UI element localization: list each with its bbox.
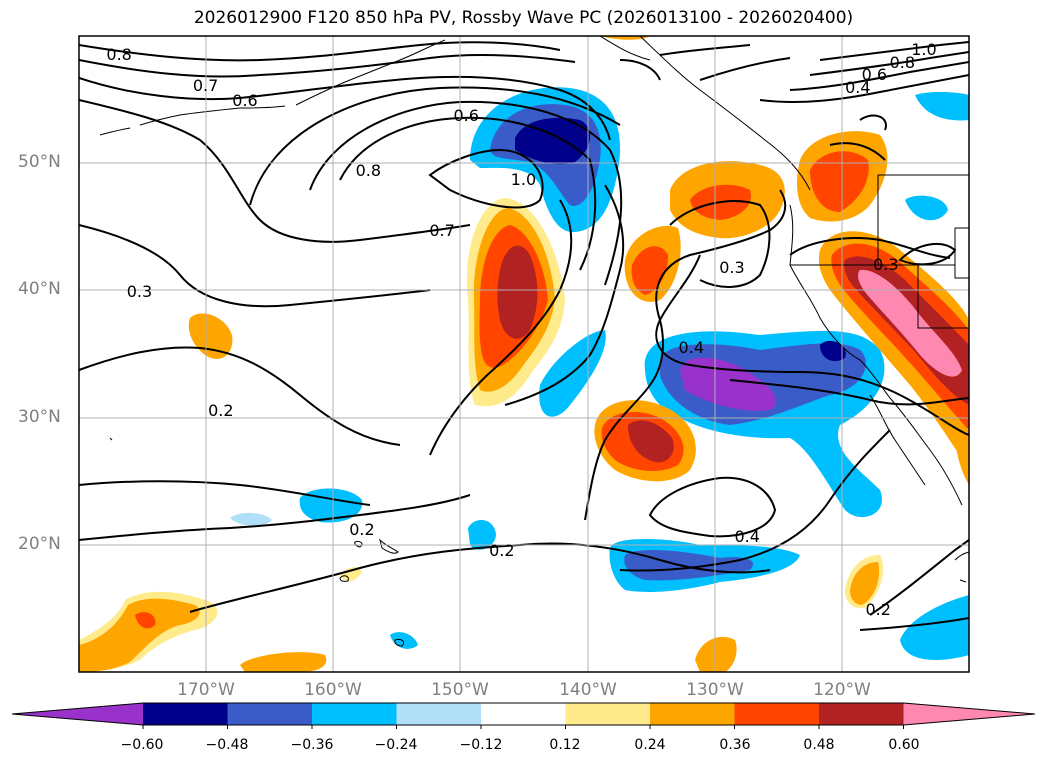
contour-label: 0.3 bbox=[719, 257, 745, 277]
contour-label: 0.7 bbox=[192, 75, 219, 95]
colorbar-tick-label: −0.60 bbox=[120, 737, 164, 753]
colorbar-tick-label: −0.36 bbox=[290, 737, 334, 753]
contour-label: 0.2 bbox=[208, 401, 234, 421]
colorbar-tick-label: 0.12 bbox=[549, 737, 581, 753]
colorbar-segment bbox=[143, 703, 228, 725]
lon-label-160w: 160°W bbox=[304, 680, 362, 700]
contour-label: 1.0 bbox=[510, 169, 537, 189]
contour-label: 0.6 bbox=[232, 90, 258, 110]
contour-label: 0.8 bbox=[889, 52, 916, 72]
contour-label: 0.4 bbox=[734, 527, 760, 547]
lon-label-170w: 170°W bbox=[177, 680, 235, 700]
lon-label-150w: 150°W bbox=[431, 680, 489, 700]
contour-label: 0.8 bbox=[106, 45, 132, 65]
colorbar-extend-max bbox=[903, 703, 1035, 725]
colorbar-tick-label: −0.48 bbox=[205, 737, 249, 753]
colorbar-segment bbox=[819, 703, 904, 725]
colorbar-tick-label: 0.48 bbox=[803, 737, 835, 753]
contour-label: 0.7 bbox=[429, 220, 455, 240]
colorbar-tick-label: 0.24 bbox=[634, 737, 666, 753]
colorbar-segment bbox=[396, 703, 482, 725]
contour-label: 0.2 bbox=[349, 519, 375, 539]
lon-label-140w: 140°W bbox=[559, 680, 617, 700]
lon-label-130w: 130°W bbox=[686, 680, 744, 700]
colorbar-tick-label: 0.36 bbox=[719, 737, 751, 753]
contour-label: 1.0 bbox=[911, 39, 937, 59]
map-frame bbox=[78, 35, 970, 673]
lat-label-30n: 30°N bbox=[18, 407, 61, 427]
gridlines bbox=[79, 36, 969, 672]
coastline-layer bbox=[99, 36, 969, 647]
map-title: 2026012900 F120 850 hPa PV, Rossby Wave … bbox=[193, 8, 854, 28]
contour-label: 0.6 bbox=[861, 65, 888, 85]
colorbar-segment bbox=[734, 703, 820, 725]
contour-label: 0.4 bbox=[845, 78, 871, 98]
contour-label: 0.3 bbox=[873, 254, 899, 274]
colorbar-segment bbox=[650, 703, 735, 725]
contour-label: 0.8 bbox=[355, 160, 382, 180]
pv-shading-layer bbox=[79, 36, 969, 672]
lon-label-120w: 120°W bbox=[813, 680, 871, 700]
colorbar-segment bbox=[312, 703, 397, 725]
colorbar-extend-min bbox=[12, 703, 143, 725]
lat-label-20n: 20°N bbox=[18, 534, 61, 554]
colorbar-tick-label: −0.12 bbox=[459, 737, 503, 753]
colorbar-tick-label: 0.60 bbox=[888, 737, 920, 753]
contour-label: 0.4 bbox=[678, 337, 704, 357]
contour-label: 0.6 bbox=[453, 106, 479, 126]
colorbar-segment bbox=[565, 703, 651, 725]
contour-label: 0.2 bbox=[489, 541, 515, 561]
colorbar-segment bbox=[227, 703, 313, 725]
lat-label-50n: 50°N bbox=[18, 152, 61, 172]
contour-label: 0.3 bbox=[126, 281, 153, 301]
colorbar-tick-label: −0.24 bbox=[374, 737, 418, 753]
contour-label: 0.2 bbox=[865, 599, 891, 619]
lat-label-40n: 40°N bbox=[18, 279, 61, 299]
colorbar-segment bbox=[481, 703, 566, 725]
